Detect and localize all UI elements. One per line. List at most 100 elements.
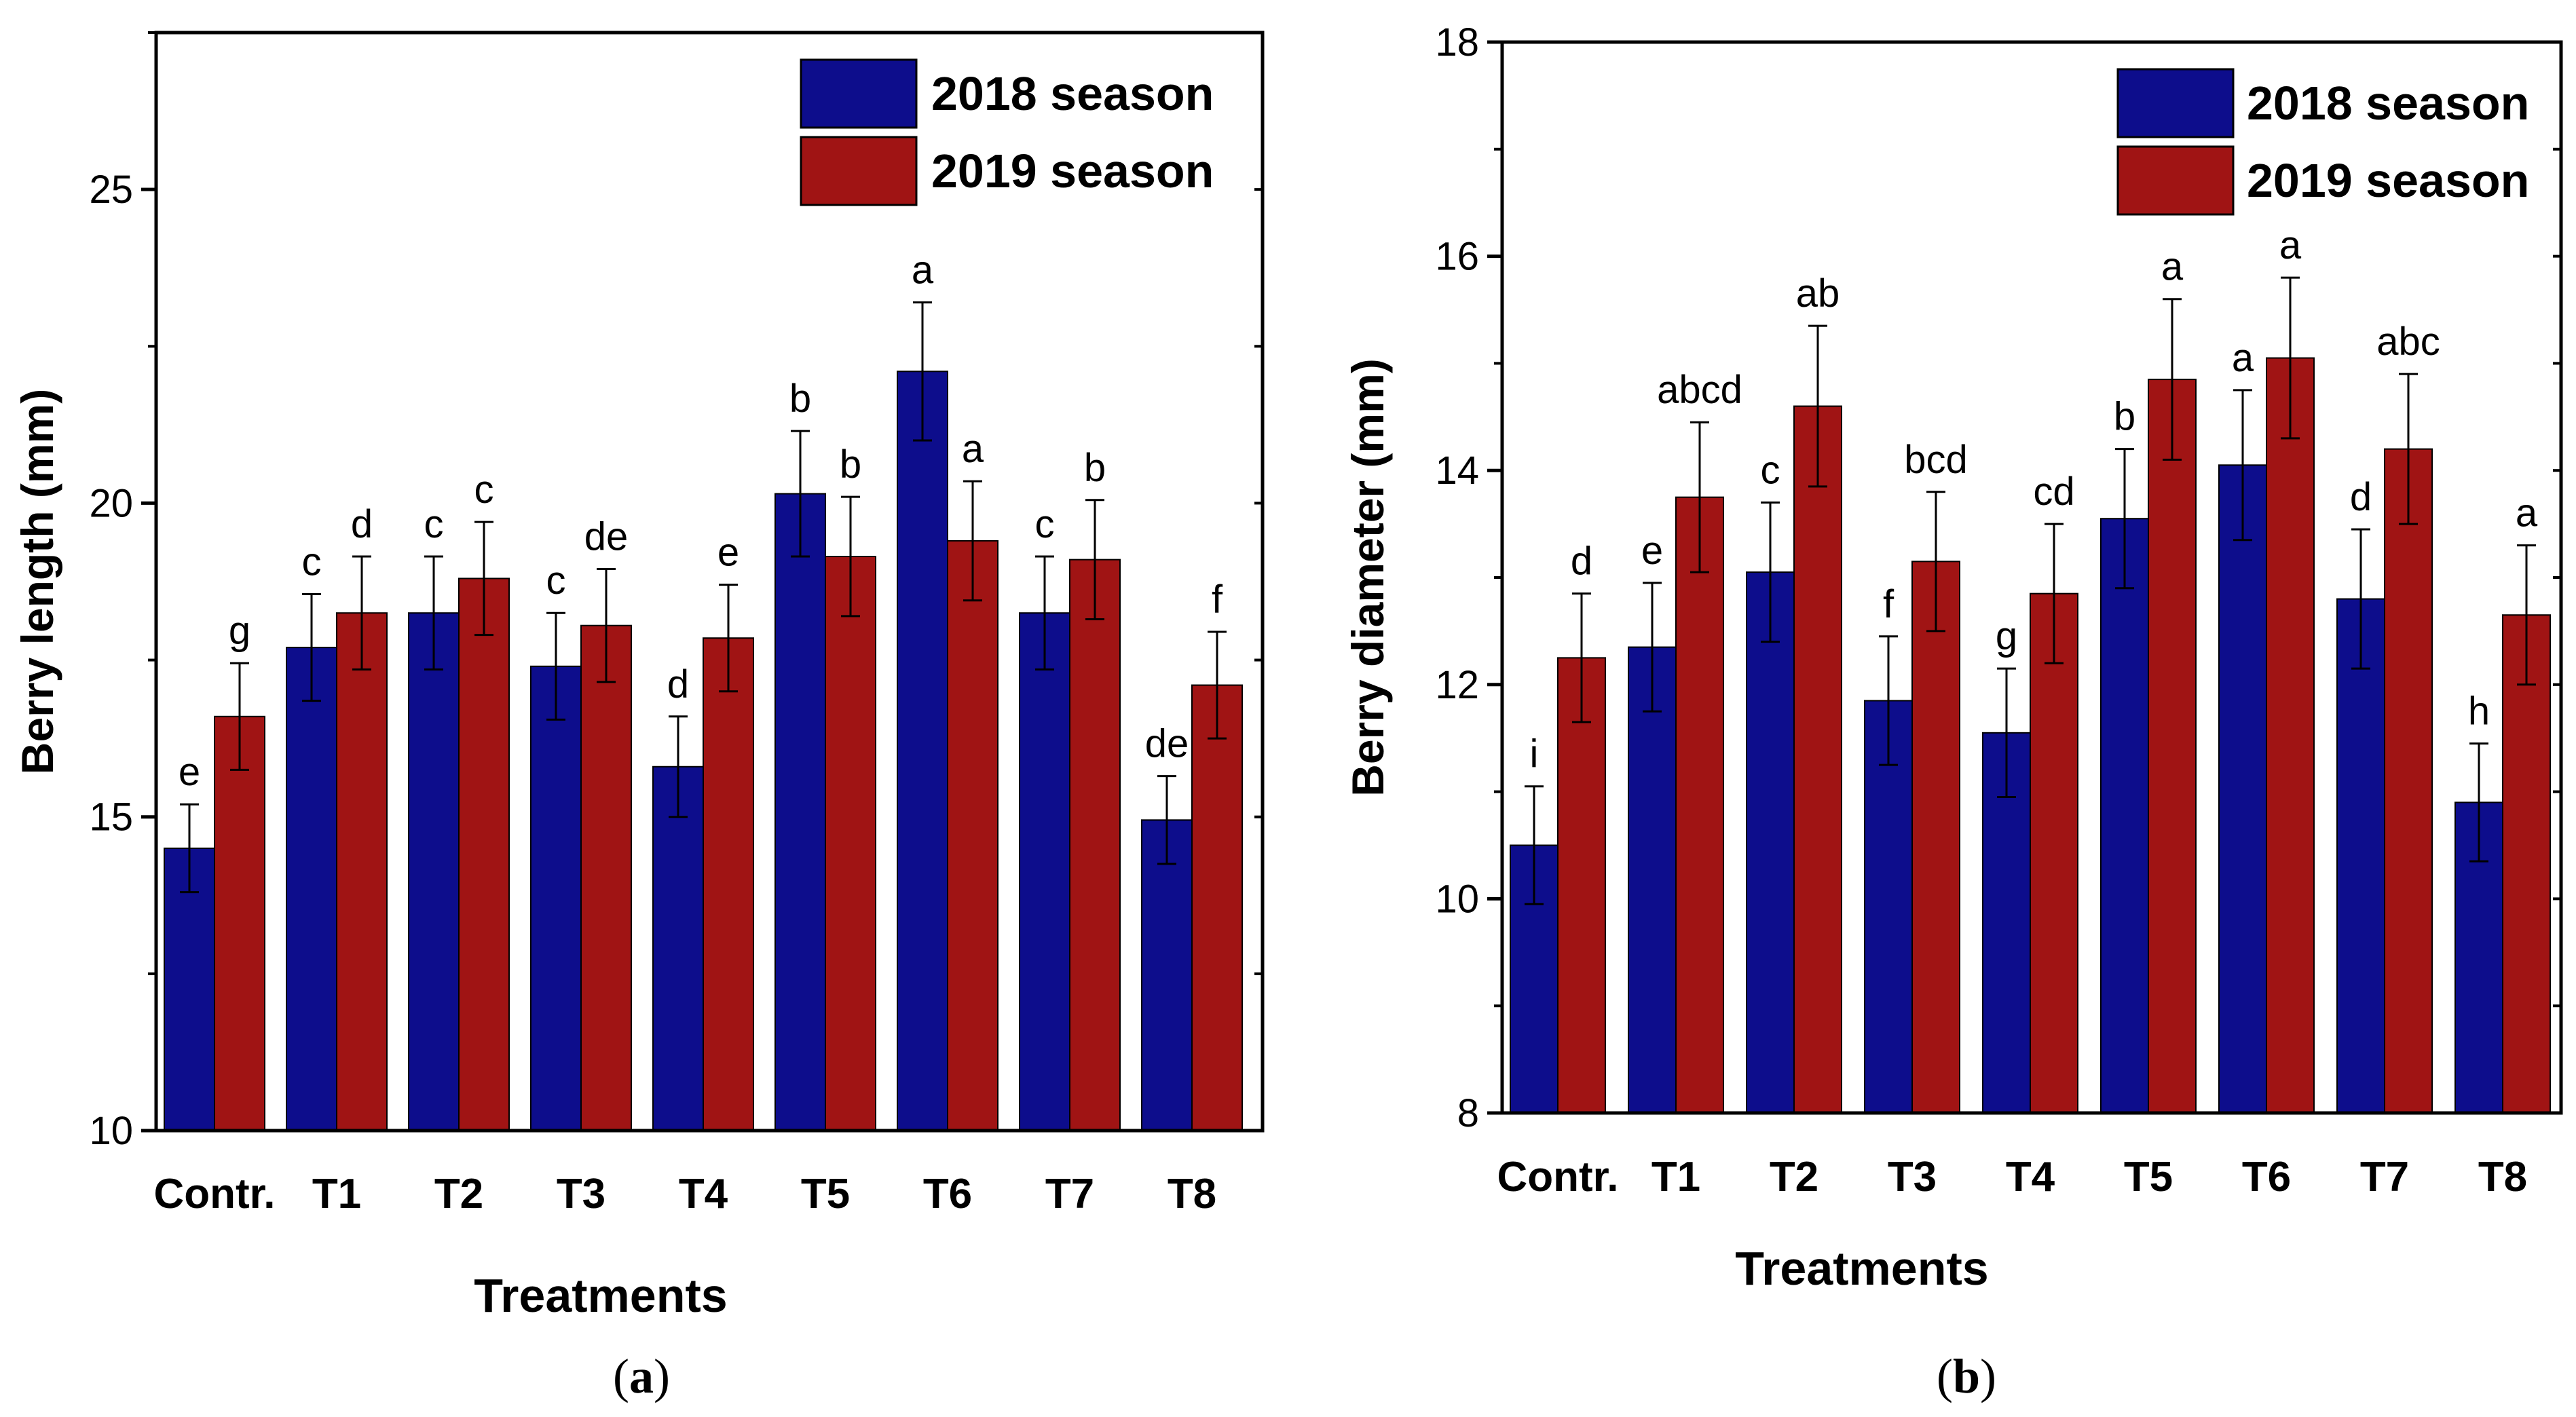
significance-letter: d (2350, 475, 2372, 519)
y-tick-label: 15 (89, 795, 133, 839)
bar-2018-t1 (286, 647, 337, 1131)
bars-group (1510, 357, 2551, 1114)
bar-2019-t7 (1069, 559, 1121, 1131)
significance-letter: d (351, 502, 373, 546)
significance-letter: c (474, 468, 494, 512)
bar-2018-t5 (2100, 518, 2149, 1114)
significance-letter: i (1530, 732, 1539, 776)
significance-letter: e (1641, 529, 1663, 573)
legend-swatch-2018 (800, 58, 918, 129)
bar-2018-t6 (2218, 464, 2267, 1114)
bar-2019-t3 (580, 624, 632, 1131)
panel-label-a: (a) (613, 1349, 670, 1403)
significance-letter: g (229, 609, 250, 653)
x-tick-label: T7 (1045, 1171, 1094, 1217)
significance-letter: de (584, 515, 629, 559)
x-tick-label: T8 (2478, 1154, 2527, 1201)
significance-letter: a (2279, 223, 2302, 267)
x-tick-labels-group: Contr. T1 T2 T3 T4 T5 T6 T7 T8 (1497, 1154, 2527, 1201)
x-tick-label: T1 (312, 1171, 361, 1217)
x-tick-label: T1 (1651, 1154, 1700, 1201)
panel-label-a-open: ( (613, 1349, 629, 1403)
significance-letter: c (424, 502, 444, 546)
significance-letter: g (1996, 614, 2017, 658)
significance-letter: bcd (1904, 438, 1968, 482)
x-tick-label: T6 (923, 1171, 972, 1217)
significance-letter: abc (2376, 320, 2440, 364)
significance-letter: c (1035, 502, 1055, 546)
x-tick-label: T7 (2360, 1154, 2409, 1201)
significance-letter: a (912, 248, 934, 292)
bar-2018-t2 (408, 612, 460, 1131)
panel-label-b-letter: b (1953, 1349, 1980, 1403)
bar-2019-t5 (825, 556, 876, 1131)
panel-label-b-close: ) (1980, 1349, 1996, 1403)
y-tick-label: 18 (1435, 20, 1479, 64)
y-tick-label: 10 (89, 1109, 133, 1153)
bar-2019-t1 (336, 612, 388, 1131)
legend-swatch-2019 (800, 136, 918, 206)
y-tick-label: 14 (1435, 449, 1479, 493)
panel-label-b: (b) (1937, 1349, 1996, 1403)
y-tick-label: 12 (1435, 663, 1479, 707)
bar-2019-t8 (1191, 684, 1243, 1131)
bar-2018-t1 (1628, 646, 1677, 1114)
errorbars-group (1525, 276, 2536, 905)
bar-2018-t5 (774, 493, 826, 1131)
x-tick-label: T6 (2242, 1154, 2291, 1201)
significance-letter: de (1145, 722, 1189, 766)
bar-2018-t7 (1019, 612, 1070, 1131)
bar-2018-t2 (1746, 571, 1795, 1114)
x-tick-label: T3 (1888, 1154, 1937, 1201)
x-tick-label: T3 (557, 1171, 605, 1217)
legend-label: 2018 season (2247, 77, 2529, 130)
panel-label-b-open: ( (1937, 1349, 1953, 1403)
x-tick-label: T4 (2006, 1154, 2055, 1201)
x-axis-title: Treatments (1735, 1242, 1988, 1295)
significance-letter: a (2161, 245, 2184, 289)
significance-letter: b (789, 377, 811, 421)
bar-2019-t6 (947, 540, 998, 1131)
significance-letter: ab (1796, 271, 1840, 316)
y-tick-label: 20 (89, 481, 133, 525)
significance-letter: b (2114, 395, 2135, 439)
significance-letter: c (1761, 449, 1780, 493)
significance-letter: b (1084, 446, 1106, 490)
legend-label: 2018 season (931, 67, 1214, 120)
legend-swatch-2018 (2116, 68, 2235, 138)
significance-letter: a (2232, 336, 2254, 380)
y-ticks-group: 8 10 12 14 16 18 (1435, 20, 2561, 1135)
significance-letter: a (2516, 491, 2538, 535)
significance-letter: b (840, 442, 861, 487)
significance-letter: f (1212, 578, 1223, 622)
bar-2018-t4 (652, 766, 704, 1131)
panel-label-a-letter: a (629, 1349, 654, 1403)
plot-frame (154, 31, 1265, 1133)
y-tick-label: 10 (1435, 877, 1479, 921)
significance-letter: e (179, 750, 200, 794)
x-tick-labels-group: Contr. T1 T2 T3 T4 T5 T6 T7 T8 (153, 1171, 1216, 1217)
bar-2018-t7 (2336, 598, 2385, 1114)
x-axis-title: Treatments (474, 1269, 727, 1322)
legend-label: 2019 season (2247, 154, 2529, 207)
x-tick-label: Contr. (153, 1171, 275, 1217)
bar-2019-contr (214, 715, 265, 1131)
bar-2019-t3 (1911, 561, 1960, 1114)
y-ticks-group: 10 15 20 25 (89, 31, 1263, 1153)
bar-2019-t7 (2384, 448, 2433, 1114)
y-tick-label: 8 (1457, 1091, 1479, 1135)
bar-2019-t4 (703, 637, 754, 1131)
significance-letter: h (2468, 689, 2490, 734)
bar-2019-t4 (2030, 592, 2078, 1114)
x-tick-label: T5 (2124, 1154, 2173, 1201)
x-tick-label: T4 (679, 1171, 728, 1217)
bar-2018-t8 (1141, 819, 1193, 1132)
bar-2018-t6 (897, 371, 948, 1131)
x-tick-label: T5 (801, 1171, 850, 1217)
x-tick-label: T2 (1770, 1154, 1818, 1201)
